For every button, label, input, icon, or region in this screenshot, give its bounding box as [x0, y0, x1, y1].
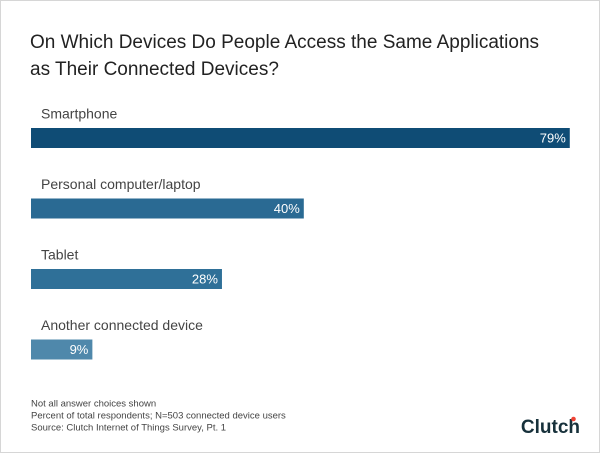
footnote: Not all answer choices shown [31, 399, 156, 410]
category-label: Smartphone [41, 106, 117, 122]
logo-dot [571, 416, 576, 422]
bar [31, 269, 222, 289]
title-line: On Which Devices Do People Access the Sa… [30, 32, 539, 53]
category-label: Tablet [41, 247, 78, 263]
footnote: Source: Clutch Internet of Things Survey… [31, 423, 226, 434]
category-label: Personal computer/laptop [41, 176, 201, 192]
value-label: 28% [192, 271, 218, 286]
brand-logo: Clutch [521, 417, 580, 438]
bar [31, 339, 93, 360]
value-label: 79% [540, 130, 566, 145]
title-line: as Their Connected Devices? [30, 59, 279, 80]
bar [31, 128, 570, 148]
value-label: 9% [70, 342, 89, 357]
footnote: Percent of total respondents; N=503 conn… [31, 411, 286, 422]
chart-title: On Which Devices Do People Access the Sa… [30, 32, 544, 80]
value-label: 40% [274, 201, 300, 216]
bar [31, 198, 304, 219]
category-label: Another connected device [41, 317, 203, 333]
